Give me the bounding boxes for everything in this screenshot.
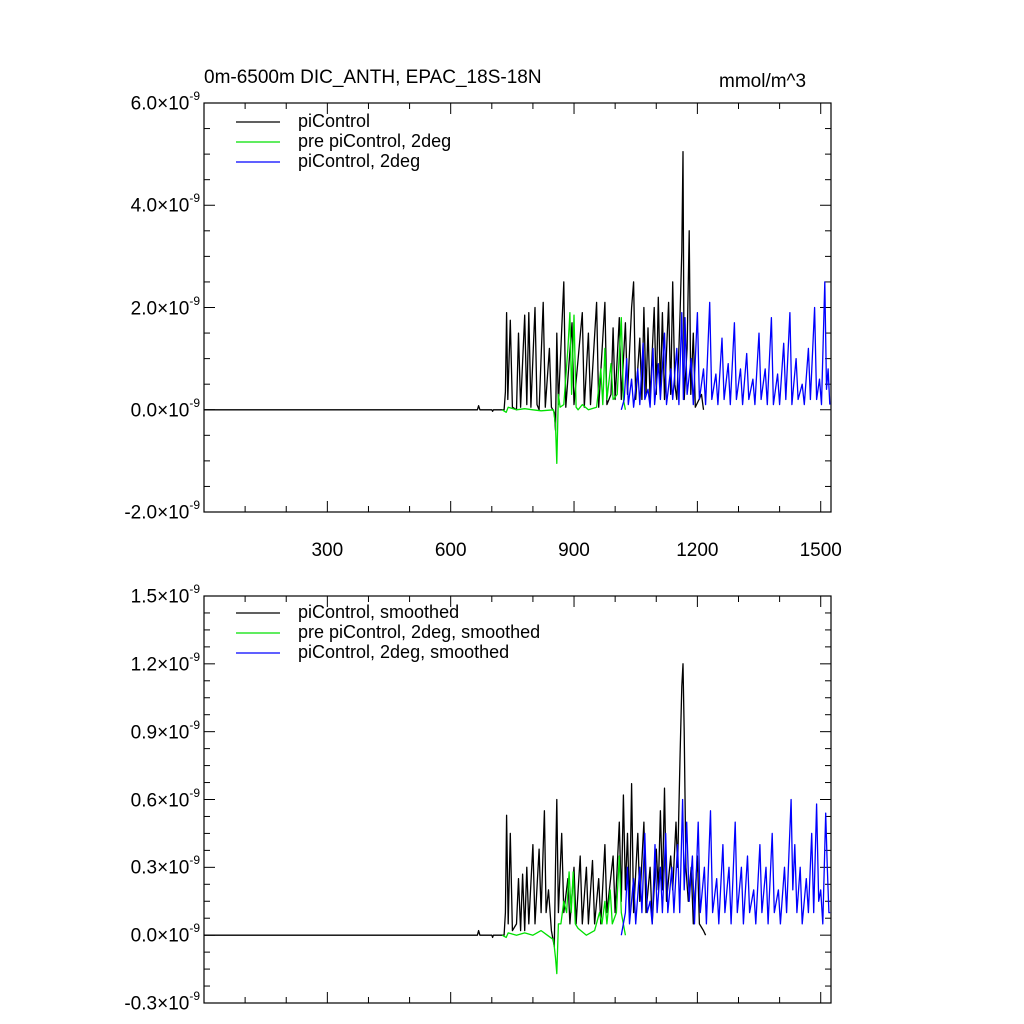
y-tick-exponent: -9	[189, 191, 200, 206]
y-tick-label: 0.6×10-9	[70, 785, 200, 812]
y-tick-label: 1.2×10-9	[70, 649, 200, 676]
y-tick-value: 2.0	[130, 297, 158, 319]
y-tick-exponent: -9	[189, 293, 200, 308]
y-tick-exponent: -9	[189, 989, 200, 1003]
y-tick-label: 6.0×10-9	[70, 89, 200, 115]
y-tick-label: 4.0×10-9	[70, 191, 200, 217]
y-tick-label: 0.0×10-9	[70, 395, 200, 422]
series-group	[204, 663, 831, 975]
y-tick-scale: ×10	[157, 297, 190, 319]
legend-label: piControl	[298, 111, 371, 131]
y-tick-value: 0.6	[130, 789, 158, 811]
x-tick-label: 1200	[676, 540, 719, 561]
series-group	[204, 150, 831, 465]
y-tick-scale: ×10	[157, 925, 190, 947]
x-tick-label: 900	[558, 540, 590, 561]
y-tick-exponent: -9	[189, 717, 200, 732]
y-tick-value: 0.0	[130, 400, 158, 422]
legend-label: piControl, 2deg	[298, 151, 421, 171]
y-tick-exponent: -9	[189, 853, 200, 868]
y-tick-scale: ×10	[157, 400, 190, 422]
x-tick-label: 1500	[799, 540, 842, 561]
y-tick-label: 0.3×10-9	[70, 853, 200, 879]
y-tick-value: 4.0	[130, 195, 158, 217]
series-line-1	[501, 855, 627, 975]
series-line-0	[204, 150, 705, 431]
y-tick-exponent: -9	[189, 89, 200, 103]
y-tick-label: -0.3×10-9	[70, 989, 200, 1015]
legend-label: piControl, smoothed	[298, 602, 460, 622]
y-tick-value: -0.3	[124, 993, 158, 1015]
series-line-0	[204, 663, 707, 948]
x-tick-label: 600	[434, 540, 467, 561]
units-label: mmol/m^3	[719, 71, 807, 92]
y-tick-scale: ×10	[157, 93, 190, 115]
y-tick-scale: ×10	[157, 502, 190, 524]
y-tick-label: 0.0×10-9	[70, 921, 200, 947]
y-tick-value: 0.0	[130, 925, 158, 947]
x-tick-label: 300	[311, 540, 344, 561]
series-line-2	[620, 281, 831, 410]
y-tick-scale: ×10	[157, 654, 190, 676]
y-tick-value: 1.5	[130, 586, 158, 608]
y-tick-value: 1.2	[130, 654, 158, 676]
y-tick-scale: ×10	[157, 195, 190, 217]
top-panel	[203, 102, 832, 513]
y-tick-scale: ×10	[157, 789, 190, 811]
bottom-panel	[203, 595, 832, 1004]
y-tick-scale: ×10	[157, 857, 190, 879]
y-tick-label: 1.5×10-9	[70, 582, 200, 608]
chart-title: 0m-6500m DIC_ANTH, EPAC_18S-18N	[204, 67, 542, 88]
y-tick-label: 0.9×10-9	[70, 717, 200, 744]
y-tick-label: -2.0×10-9	[70, 498, 200, 524]
y-tick-value: 0.3	[130, 857, 158, 879]
legend-label: piControl, 2deg, smoothed	[298, 642, 510, 662]
y-tick-exponent: -9	[189, 498, 200, 512]
y-tick-exponent: -9	[189, 582, 200, 596]
y-tick-exponent: -9	[189, 395, 200, 410]
y-tick-exponent: -9	[189, 649, 200, 664]
legend-label: pre piControl, 2deg, smoothed	[298, 622, 541, 642]
y-tick-exponent: -9	[189, 785, 200, 800]
y-tick-exponent: -9	[189, 921, 200, 936]
series-line-2	[620, 798, 831, 936]
legend-label: pre piControl, 2deg	[298, 131, 452, 151]
y-tick-value: 0.9	[130, 721, 158, 743]
series-line-1	[501, 311, 627, 465]
y-tick-scale: ×10	[157, 993, 190, 1015]
y-tick-scale: ×10	[157, 586, 190, 608]
y-tick-value: -2.0	[124, 502, 158, 524]
y-tick-label: 2.0×10-9	[70, 293, 200, 320]
y-tick-scale: ×10	[157, 721, 190, 743]
y-tick-value: 6.0	[130, 93, 158, 115]
